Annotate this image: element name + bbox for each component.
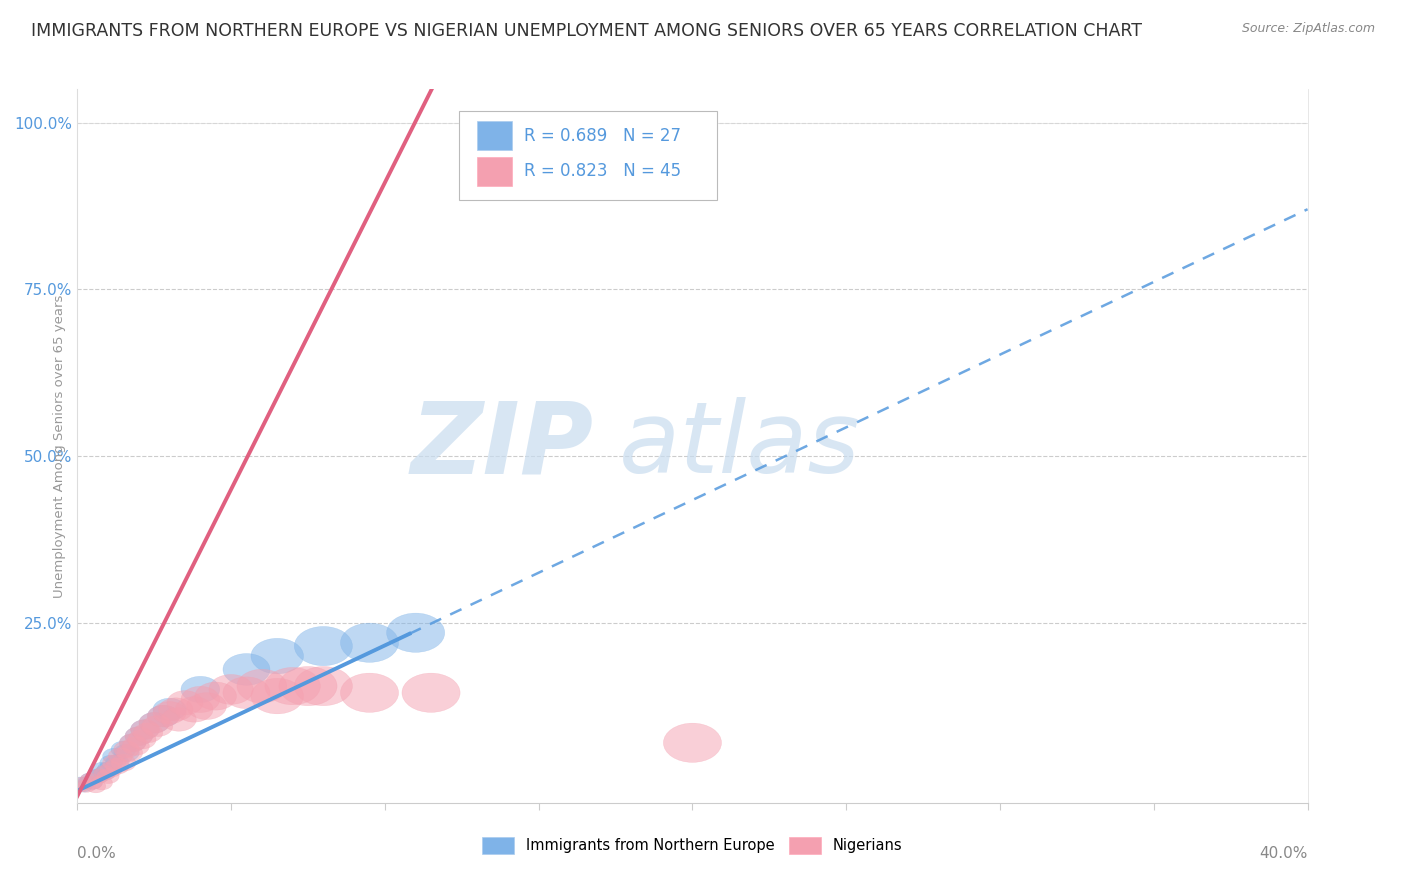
Ellipse shape: [80, 773, 98, 786]
Ellipse shape: [162, 707, 197, 731]
Ellipse shape: [103, 755, 127, 771]
Ellipse shape: [100, 756, 122, 771]
Ellipse shape: [139, 713, 170, 733]
Ellipse shape: [148, 706, 180, 727]
Ellipse shape: [402, 673, 460, 713]
Ellipse shape: [77, 777, 96, 789]
Ellipse shape: [153, 702, 186, 724]
Text: atlas: atlas: [619, 398, 860, 494]
Ellipse shape: [264, 667, 321, 705]
Ellipse shape: [89, 769, 110, 783]
Ellipse shape: [139, 713, 170, 733]
Ellipse shape: [131, 720, 159, 739]
Ellipse shape: [250, 639, 304, 673]
Ellipse shape: [125, 727, 153, 746]
Ellipse shape: [114, 741, 139, 758]
Ellipse shape: [176, 697, 214, 723]
Ellipse shape: [224, 677, 270, 708]
Ellipse shape: [94, 765, 115, 780]
Text: 40.0%: 40.0%: [1260, 846, 1308, 861]
Ellipse shape: [117, 744, 142, 762]
Ellipse shape: [72, 777, 89, 789]
Ellipse shape: [86, 780, 105, 793]
Ellipse shape: [75, 777, 93, 789]
Ellipse shape: [209, 674, 253, 705]
Ellipse shape: [94, 765, 115, 780]
Ellipse shape: [105, 758, 129, 774]
Ellipse shape: [125, 727, 153, 746]
Ellipse shape: [181, 676, 219, 703]
Ellipse shape: [83, 776, 103, 789]
Ellipse shape: [278, 666, 337, 706]
FancyBboxPatch shape: [458, 111, 717, 200]
Ellipse shape: [86, 770, 105, 783]
Ellipse shape: [134, 723, 163, 743]
Ellipse shape: [80, 773, 98, 786]
Ellipse shape: [159, 698, 193, 721]
Ellipse shape: [387, 613, 444, 652]
Ellipse shape: [340, 673, 398, 713]
Ellipse shape: [105, 755, 129, 771]
Ellipse shape: [103, 748, 127, 764]
Ellipse shape: [111, 741, 136, 758]
Text: R = 0.823   N = 45: R = 0.823 N = 45: [524, 162, 681, 180]
Ellipse shape: [195, 682, 236, 710]
Ellipse shape: [238, 669, 287, 703]
Text: Source: ZipAtlas.com: Source: ZipAtlas.com: [1241, 22, 1375, 36]
Ellipse shape: [72, 780, 89, 792]
Ellipse shape: [91, 763, 112, 777]
Text: R = 0.689   N = 27: R = 0.689 N = 27: [524, 127, 681, 145]
Ellipse shape: [131, 720, 159, 739]
Ellipse shape: [187, 693, 226, 720]
Ellipse shape: [250, 678, 304, 714]
Ellipse shape: [111, 755, 136, 772]
Ellipse shape: [108, 747, 132, 764]
Ellipse shape: [181, 686, 219, 713]
Ellipse shape: [114, 744, 139, 762]
Ellipse shape: [664, 723, 721, 763]
Ellipse shape: [91, 776, 112, 790]
Ellipse shape: [294, 666, 353, 706]
Ellipse shape: [77, 780, 96, 792]
Y-axis label: Unemployment Among Seniors over 65 years: Unemployment Among Seniors over 65 years: [53, 294, 66, 598]
Ellipse shape: [83, 776, 103, 789]
Ellipse shape: [340, 624, 398, 663]
Text: 0.0%: 0.0%: [77, 846, 117, 861]
Ellipse shape: [153, 698, 186, 721]
Ellipse shape: [224, 654, 270, 685]
Ellipse shape: [167, 690, 202, 714]
Ellipse shape: [75, 780, 93, 792]
Legend: Immigrants from Northern Europe, Nigerians: Immigrants from Northern Europe, Nigeria…: [482, 838, 903, 854]
Ellipse shape: [97, 762, 120, 777]
Ellipse shape: [120, 734, 146, 752]
Bar: [477, 121, 512, 150]
Ellipse shape: [89, 769, 110, 783]
Ellipse shape: [97, 769, 120, 783]
Ellipse shape: [122, 737, 149, 756]
Bar: [477, 157, 512, 186]
Ellipse shape: [294, 626, 353, 665]
Text: IMMIGRANTS FROM NORTHERN EUROPE VS NIGERIAN UNEMPLOYMENT AMONG SENIORS OVER 65 Y: IMMIGRANTS FROM NORTHERN EUROPE VS NIGER…: [31, 22, 1142, 40]
Ellipse shape: [148, 706, 180, 727]
Ellipse shape: [120, 734, 146, 752]
Ellipse shape: [128, 730, 156, 749]
Text: ZIP: ZIP: [411, 398, 595, 494]
Ellipse shape: [100, 762, 122, 777]
Ellipse shape: [142, 715, 173, 737]
